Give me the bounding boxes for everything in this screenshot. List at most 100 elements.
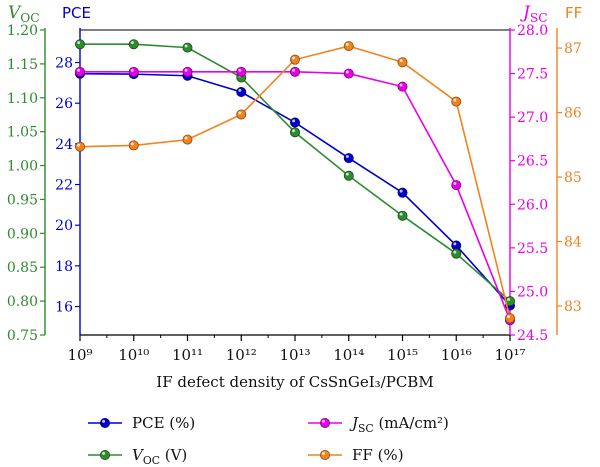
data-point-jsc xyxy=(236,66,247,77)
data-point-highlight xyxy=(77,68,81,72)
data-point-highlight xyxy=(399,59,403,63)
jsc-tick-label: 26.0 xyxy=(517,197,548,213)
jsc-axis xyxy=(509,28,515,336)
series-line-ff xyxy=(79,45,511,319)
data-point-highlight xyxy=(292,119,296,123)
data-point-highlight xyxy=(77,41,81,45)
series-pce xyxy=(75,68,515,311)
data-point-voc xyxy=(343,170,354,181)
data-point-ff xyxy=(343,41,354,52)
data-point-ff xyxy=(236,109,247,120)
data-point-jsc xyxy=(289,66,300,77)
data-point-voc xyxy=(451,248,462,259)
data-point-ff xyxy=(75,141,86,152)
pce-axis-title: PCE xyxy=(62,4,91,22)
data-point-voc xyxy=(128,39,139,50)
data-point-highlight xyxy=(238,88,242,92)
data-point-highlight xyxy=(507,298,511,302)
voc-tick-label: 0.85 xyxy=(7,260,38,276)
data-point-highlight xyxy=(238,68,242,72)
data-point-ff xyxy=(504,313,515,324)
voc-tick-label: 1.20 xyxy=(7,23,38,39)
data-point-ff xyxy=(397,57,408,68)
jsc-tick-label: 28.0 xyxy=(517,23,548,39)
series-ff xyxy=(75,41,515,324)
x-tick-label: 10¹³ xyxy=(279,346,310,364)
pce-tick-label: 16 xyxy=(55,300,73,316)
data-point-voc xyxy=(182,42,193,53)
series-line-pce xyxy=(79,72,511,307)
x-tick-label: 10¹⁰ xyxy=(118,346,149,364)
data-point-highlight xyxy=(507,315,511,319)
legend-item-voc: VOC (V) xyxy=(88,446,187,467)
legend-marker xyxy=(319,449,330,460)
data-point-highlight xyxy=(130,142,134,146)
data-point-ff xyxy=(289,54,300,65)
pce-tick-label: 22 xyxy=(55,178,73,194)
legend-item-jsc: JSC (mA/cm²) xyxy=(308,414,449,435)
pce-tick-label: 26 xyxy=(55,96,73,112)
data-point-highlight xyxy=(399,189,403,193)
x-tick-label: 10¹⁴ xyxy=(333,346,364,364)
legend-marker-highlight xyxy=(322,451,326,455)
ff-axis xyxy=(556,28,562,335)
legend-marker-highlight xyxy=(102,451,106,455)
voc-axis-title: VOC xyxy=(8,3,40,25)
voc-tick-label: 1.00 xyxy=(7,159,38,175)
data-point-highlight xyxy=(184,68,188,72)
ff-tick-label: 85 xyxy=(564,170,582,186)
pce-tick-label: 20 xyxy=(55,218,73,234)
data-point-highlight xyxy=(184,44,188,48)
voc-tick-label: 0.75 xyxy=(7,328,38,344)
legend-label: VOC (V) xyxy=(132,446,187,467)
legend-marker-highlight xyxy=(322,419,326,423)
pce-tick-label: 24 xyxy=(55,137,73,153)
x-tick-label: 10¹⁷ xyxy=(494,346,525,364)
legend-item-ff: FF (%) xyxy=(308,446,404,464)
data-point-jsc xyxy=(451,180,462,191)
ff-tick-label: 86 xyxy=(564,106,582,122)
x-tick-label: 10¹¹ xyxy=(172,346,203,364)
jsc-axis-title: JSC xyxy=(520,3,548,25)
legend-marker xyxy=(100,417,111,428)
data-point-highlight xyxy=(453,182,457,186)
data-point-highlight xyxy=(345,70,349,74)
series-line-voc xyxy=(80,43,511,302)
x-axis-title: IF defect density of CsSnGeI₃/PCBM xyxy=(156,373,433,391)
voc-tick-label: 0.80 xyxy=(7,294,38,310)
voc-axis xyxy=(40,28,46,336)
data-point-ff xyxy=(451,96,462,107)
jsc-tick-label: 24.5 xyxy=(517,328,548,344)
series-jsc xyxy=(75,66,515,326)
data-point-highlight xyxy=(345,43,349,47)
data-point-highlight xyxy=(130,41,134,45)
data-point-voc xyxy=(289,127,300,138)
data-point-highlight xyxy=(292,68,296,72)
legend-label: JSC (mA/cm²) xyxy=(349,414,449,435)
data-point-jsc xyxy=(343,68,354,79)
data-point-highlight xyxy=(292,56,296,60)
data-point-ff xyxy=(128,140,139,151)
jsc-tick-label: 27.5 xyxy=(517,67,548,83)
data-point-highlight xyxy=(184,136,188,140)
data-point-pce xyxy=(397,187,408,198)
pce-tick-label: 18 xyxy=(55,259,73,275)
jsc-tick-label: 27.0 xyxy=(517,110,548,126)
x-tick-label: 10⁹ xyxy=(67,346,92,364)
data-point-highlight xyxy=(130,68,134,72)
data-point-highlight xyxy=(345,172,349,176)
ff-axis-title: FF xyxy=(565,4,582,22)
data-point-highlight xyxy=(453,242,457,246)
x-tick-label: 10¹⁶ xyxy=(441,346,472,364)
jsc-tick-label: 26.5 xyxy=(517,154,548,170)
data-point-highlight xyxy=(345,155,349,158)
voc-tick-label: 0.90 xyxy=(7,226,38,242)
data-point-highlight xyxy=(453,98,457,102)
legend-label: FF (%) xyxy=(352,446,404,464)
data-point-highlight xyxy=(77,143,81,147)
legend-marker xyxy=(100,449,111,460)
ff-tick-label: 83 xyxy=(564,299,582,315)
voc-tick-label: 0.95 xyxy=(7,192,38,208)
voc-tick-label: 1.15 xyxy=(7,57,38,73)
